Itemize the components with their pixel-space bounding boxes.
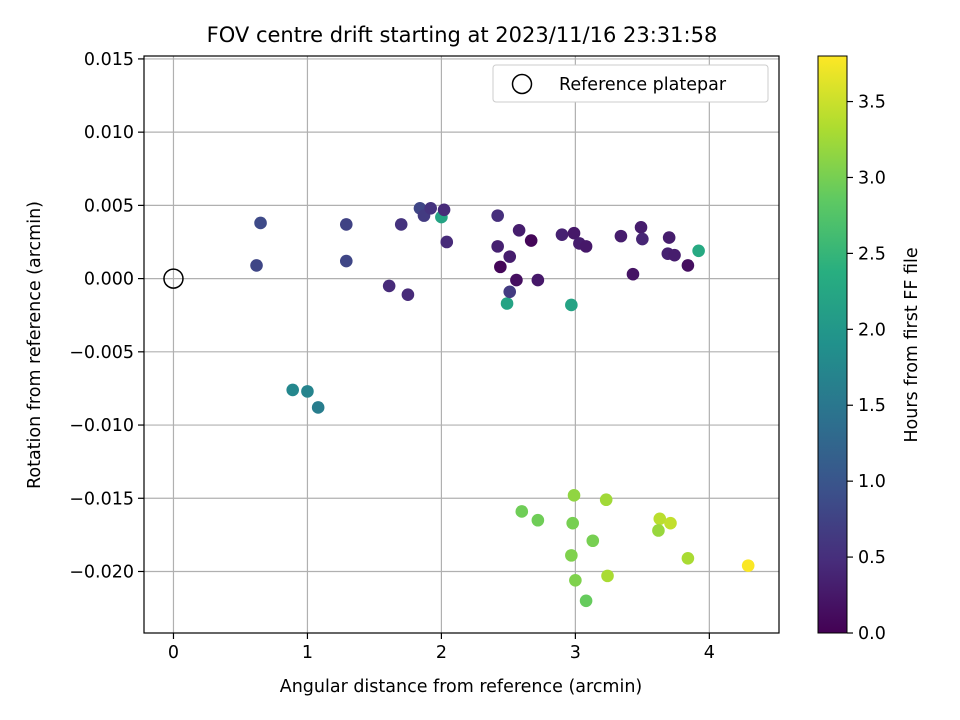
- data-point: [512, 223, 526, 237]
- y-axis-label: Rotation from reference (arcmin): [25, 201, 45, 489]
- y-tick-label: −0.005: [69, 343, 134, 363]
- y-tick-label: 0.015: [84, 50, 134, 70]
- colorbar-tick-label: 3.0: [858, 168, 886, 188]
- y-tick-label: 0.000: [84, 270, 134, 290]
- data-point: [531, 273, 545, 287]
- data-point: [653, 512, 667, 526]
- y-tick-label: −0.015: [69, 489, 134, 509]
- data-point: [339, 218, 353, 231]
- data-point: [510, 273, 523, 287]
- legend-entry-reference-platepar: Reference platepar: [559, 75, 727, 95]
- data-point: [503, 285, 517, 299]
- data-point: [503, 250, 517, 263]
- legend-box: [492, 64, 769, 103]
- data-point: [500, 297, 514, 310]
- colorbar-tick-label: 0.0: [858, 624, 886, 644]
- data-point: [652, 524, 665, 537]
- data-point: [579, 594, 593, 608]
- data-point: [567, 226, 581, 240]
- reference-platepar-marker: [163, 268, 184, 289]
- data-point: [301, 385, 314, 398]
- data-point: [741, 559, 755, 572]
- colorbar-tick-label: 0.5: [858, 548, 886, 568]
- colorbar-tick-label: 3.5: [858, 93, 886, 113]
- y-tick-label: 0.010: [84, 123, 134, 143]
- data-point: [382, 279, 396, 293]
- data-point: [424, 202, 437, 215]
- data-point: [565, 298, 578, 312]
- data-point: [681, 259, 695, 272]
- x-tick-label: 2: [436, 643, 447, 663]
- data-point: [599, 493, 613, 507]
- data-point: [626, 267, 640, 281]
- data-point: [664, 516, 677, 530]
- y-tick-label: −0.010: [69, 416, 134, 436]
- data-point: [569, 573, 582, 587]
- data-point: [692, 244, 705, 258]
- data-point: [567, 489, 581, 502]
- data-point: [524, 234, 538, 247]
- grid: [144, 56, 779, 633]
- colorbar-tick-label: 2.5: [858, 244, 886, 264]
- data-point: [494, 260, 507, 274]
- data-point: [339, 254, 353, 268]
- x-tick-label: 1: [302, 643, 313, 663]
- data-point: [515, 505, 529, 518]
- data-point: [491, 240, 504, 253]
- data-point: [440, 235, 454, 249]
- axes: [143, 55, 780, 634]
- data-point: [491, 209, 504, 222]
- x-tick-label: 4: [704, 643, 715, 663]
- data-point: [614, 229, 628, 243]
- colorbar-ticks: 0.0 0.5 1.0 1.5 2.0 2.5 3.0 3.5: [847, 93, 886, 644]
- x-tick-label: 3: [570, 643, 581, 663]
- data-point: [634, 221, 648, 234]
- data-point: [286, 383, 300, 397]
- colorbar-tick-label: 1.5: [858, 396, 886, 416]
- data-point: [254, 216, 267, 230]
- data-points: [163, 202, 755, 608]
- data-point: [394, 218, 408, 231]
- colorbar-tick-label: 2.0: [858, 320, 886, 340]
- y-axis-ticks: 0.015 0.010 0.005 0.000 −0.005 −0.010 −0.015 −0…: [69, 50, 144, 582]
- data-point: [566, 516, 579, 530]
- data-point: [579, 240, 593, 253]
- data-point: [531, 513, 545, 527]
- colorbar-gradient: [817, 55, 848, 634]
- plot-frame: [143, 55, 780, 634]
- data-point: [601, 569, 614, 583]
- data-point: [668, 248, 681, 262]
- chart-title: FOV centre drift starting at 2023/11/16 …: [207, 23, 718, 47]
- colorbar: 0.0 0.5 1.0 1.5 2.0 2.5 3.0 3.5 Hours from firs…: [817, 55, 922, 644]
- y-tick-label: 0.005: [84, 196, 134, 216]
- data-point: [311, 401, 325, 414]
- x-tick-label: 0: [168, 643, 179, 663]
- y-tick-label: −0.020: [69, 562, 134, 582]
- data-point: [555, 228, 569, 241]
- legend: Reference platepar: [492, 64, 769, 103]
- colorbar-tick-label: 1.0: [858, 472, 886, 492]
- data-point: [565, 549, 578, 562]
- data-point: [636, 232, 649, 246]
- data-point: [586, 534, 600, 548]
- x-axis-ticks: 0 1 2 3 4: [168, 633, 715, 663]
- legend-marker-open-circle: [511, 73, 533, 95]
- colorbar-label: Hours from first FF file: [902, 247, 922, 442]
- data-point: [250, 259, 263, 272]
- data-point: [437, 203, 451, 217]
- data-point: [401, 288, 415, 302]
- data-point: [681, 552, 695, 565]
- data-point: [662, 231, 676, 244]
- x-axis-label: Angular distance from reference (arcmin): [280, 677, 643, 697]
